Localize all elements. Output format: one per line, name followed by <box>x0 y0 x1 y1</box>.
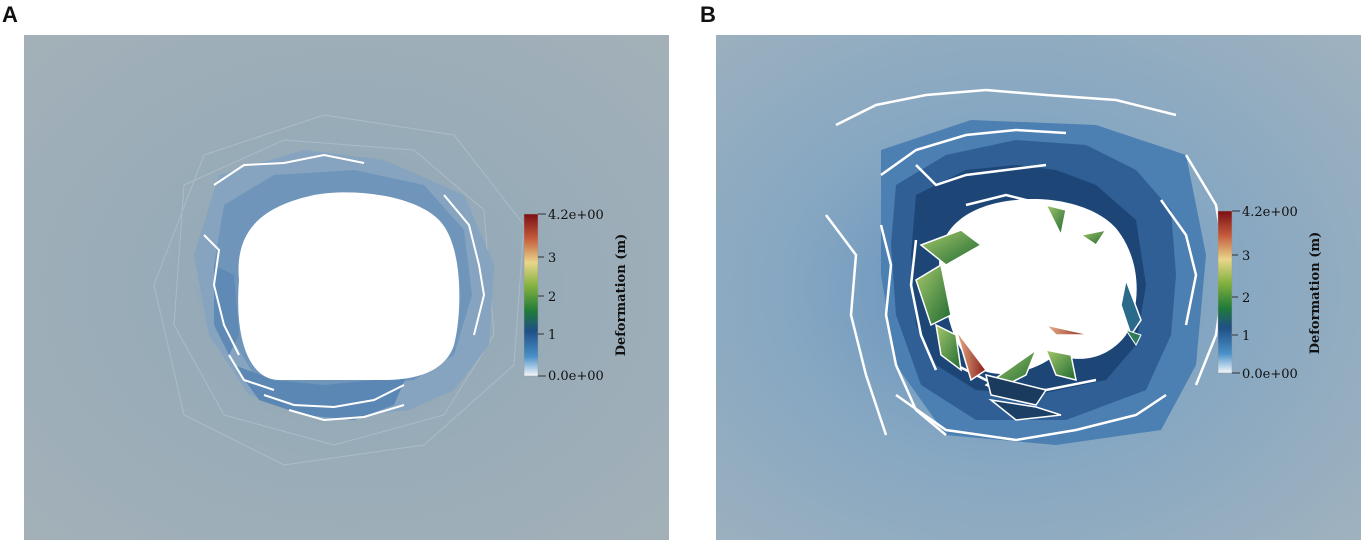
colorbar-gradient <box>523 213 539 377</box>
colorbar-tick-1: 1 <box>1242 329 1250 344</box>
colorbar-title: Deformation (m) <box>614 234 629 356</box>
panel-a-image: 4.2e+00 3 2 1 0.0e+00 Deformation (m) <box>24 35 669 540</box>
displaced-blocks <box>915 203 1142 421</box>
panel-b-deformation-plot: 4.2e+00 3 2 1 0.0e+00 Deformation (m) <box>716 35 1361 540</box>
colorbar-gradient <box>1217 210 1233 374</box>
colorbar-title: Deformation (m) <box>1308 232 1323 354</box>
colorbar-max-label: 4.2e+00 <box>548 208 604 223</box>
panel-a-deformation-plot: 4.2e+00 3 2 1 0.0e+00 Deformation (m) <box>24 35 669 540</box>
colorbar: 4.2e+00 3 2 1 0.0e+00 Deformation (m) <box>523 208 629 384</box>
colorbar-max-label: 4.2e+00 <box>1242 205 1298 220</box>
fracture-network <box>153 114 525 466</box>
panel-b-label: B <box>700 2 716 27</box>
crack-lines <box>203 153 486 422</box>
colorbar-min-label: 0.0e+00 <box>1242 367 1298 382</box>
colorbar-tick-3: 3 <box>1242 249 1250 264</box>
tunnel-excavation <box>939 199 1137 375</box>
colorbar-tick-2: 2 <box>1242 291 1250 306</box>
colorbar-tick-1: 1 <box>548 328 556 343</box>
colorbar-tick-2: 2 <box>548 290 556 305</box>
panel-a-label: A <box>2 2 18 27</box>
panel-b-image: 4.2e+00 3 2 1 0.0e+00 Deformation (m) <box>716 35 1361 540</box>
tunnel-excavation <box>238 192 460 380</box>
colorbar-min-label: 0.0e+00 <box>548 369 604 384</box>
colorbar-tick-3: 3 <box>548 251 556 266</box>
colorbar: 4.2e+00 3 2 1 0.0e+00 Deformation (m) <box>1217 205 1323 382</box>
